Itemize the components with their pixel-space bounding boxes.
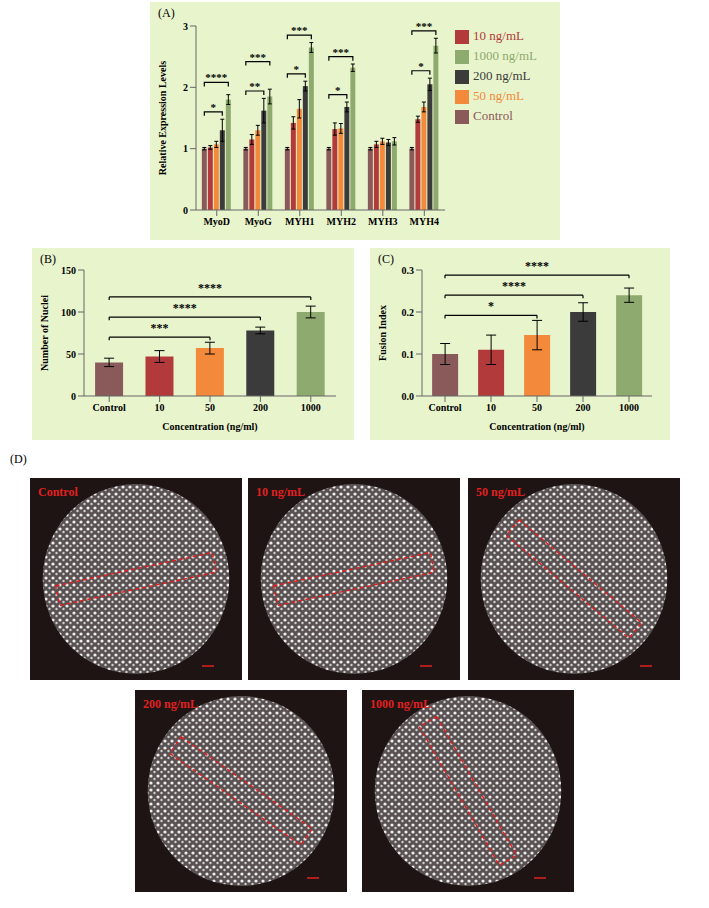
svg-text:0.1: 0.1 <box>402 349 415 360</box>
svg-text:Number of Nuclei: Number of Nuclei <box>39 295 50 371</box>
svg-text:***: *** <box>151 321 169 335</box>
svg-text:***: *** <box>416 20 433 32</box>
svg-text:1: 1 <box>183 143 188 154</box>
svg-text:*: * <box>418 60 424 72</box>
svg-text:200 ng/mL: 200 ng/mL <box>143 697 198 711</box>
html-text:1000 ng/mL: 1000 ng/mL <box>473 48 537 63</box>
svg-text:*: * <box>294 63 300 75</box>
svg-text:1000: 1000 <box>301 402 321 413</box>
svg-text:50 ng/mL: 50 ng/mL <box>476 485 525 499</box>
svg-text:Concentration (ng/ml): Concentration (ng/ml) <box>162 421 257 433</box>
svg-text:100: 100 <box>61 307 76 318</box>
html-text:(B): (B) <box>40 252 56 266</box>
svg-text:0: 0 <box>183 205 188 216</box>
svg-text:****: **** <box>173 301 197 315</box>
svg-text:MYH1: MYH1 <box>285 216 314 227</box>
svg-text:10: 10 <box>486 402 496 413</box>
svg-text:****: **** <box>205 71 228 83</box>
svg-text:****: **** <box>198 281 222 295</box>
html-text:Control: Control <box>473 108 513 123</box>
svg-text:MYH4: MYH4 <box>410 216 439 227</box>
svg-text:50: 50 <box>66 349 76 360</box>
svg-text:Fusion Index: Fusion Index <box>377 305 388 361</box>
svg-text:1000: 1000 <box>619 402 639 413</box>
svg-text:3: 3 <box>183 21 188 32</box>
svg-text:0.2: 0.2 <box>402 307 415 318</box>
svg-text:****: **** <box>525 259 549 273</box>
svg-text:200: 200 <box>253 402 268 413</box>
svg-text:MyoD: MyoD <box>203 216 230 227</box>
svg-text:MyoG: MyoG <box>245 216 272 227</box>
svg-text:***: *** <box>291 24 308 36</box>
svg-text:****: **** <box>502 279 526 293</box>
svg-text:Control: Control <box>93 402 126 413</box>
svg-text:0.3: 0.3 <box>402 265 415 276</box>
svg-text:Control: Control <box>38 485 78 499</box>
svg-text:1000 ng/mL: 1000 ng/mL <box>370 697 431 711</box>
svg-text:50: 50 <box>205 402 215 413</box>
svg-text:Relative Expression Levels: Relative Expression Levels <box>157 61 168 175</box>
svg-text:2: 2 <box>183 82 188 93</box>
svg-text:Control: Control <box>428 402 461 413</box>
html-text:(C): (C) <box>378 252 394 266</box>
svg-text:Concentration (ng/ml): Concentration (ng/ml) <box>489 421 584 433</box>
svg-text:*: * <box>488 299 494 313</box>
svg-text:*: * <box>335 84 341 96</box>
html-text:10 ng/mL: 10 ng/mL <box>473 28 524 43</box>
html-text:(A): (A) <box>158 6 175 20</box>
html-text:50 ng/mL: 50 ng/mL <box>473 88 524 103</box>
svg-text:150: 150 <box>61 265 76 276</box>
svg-text:200: 200 <box>576 402 591 413</box>
svg-text:MYH3: MYH3 <box>368 216 397 227</box>
svg-text:***: *** <box>250 51 267 63</box>
svg-text:*: * <box>211 101 217 113</box>
html-text:(D): (D) <box>10 452 27 466</box>
svg-text:50: 50 <box>532 402 542 413</box>
svg-text:10: 10 <box>155 402 165 413</box>
svg-text:0: 0 <box>71 391 76 402</box>
svg-text:10 ng/mL: 10 ng/mL <box>256 485 305 499</box>
svg-text:MYH2: MYH2 <box>327 216 356 227</box>
svg-text:**: ** <box>249 80 260 92</box>
svg-text:***: *** <box>333 46 350 58</box>
svg-text:0.0: 0.0 <box>402 391 415 402</box>
html-text:200 ng/mL: 200 ng/mL <box>473 68 531 83</box>
